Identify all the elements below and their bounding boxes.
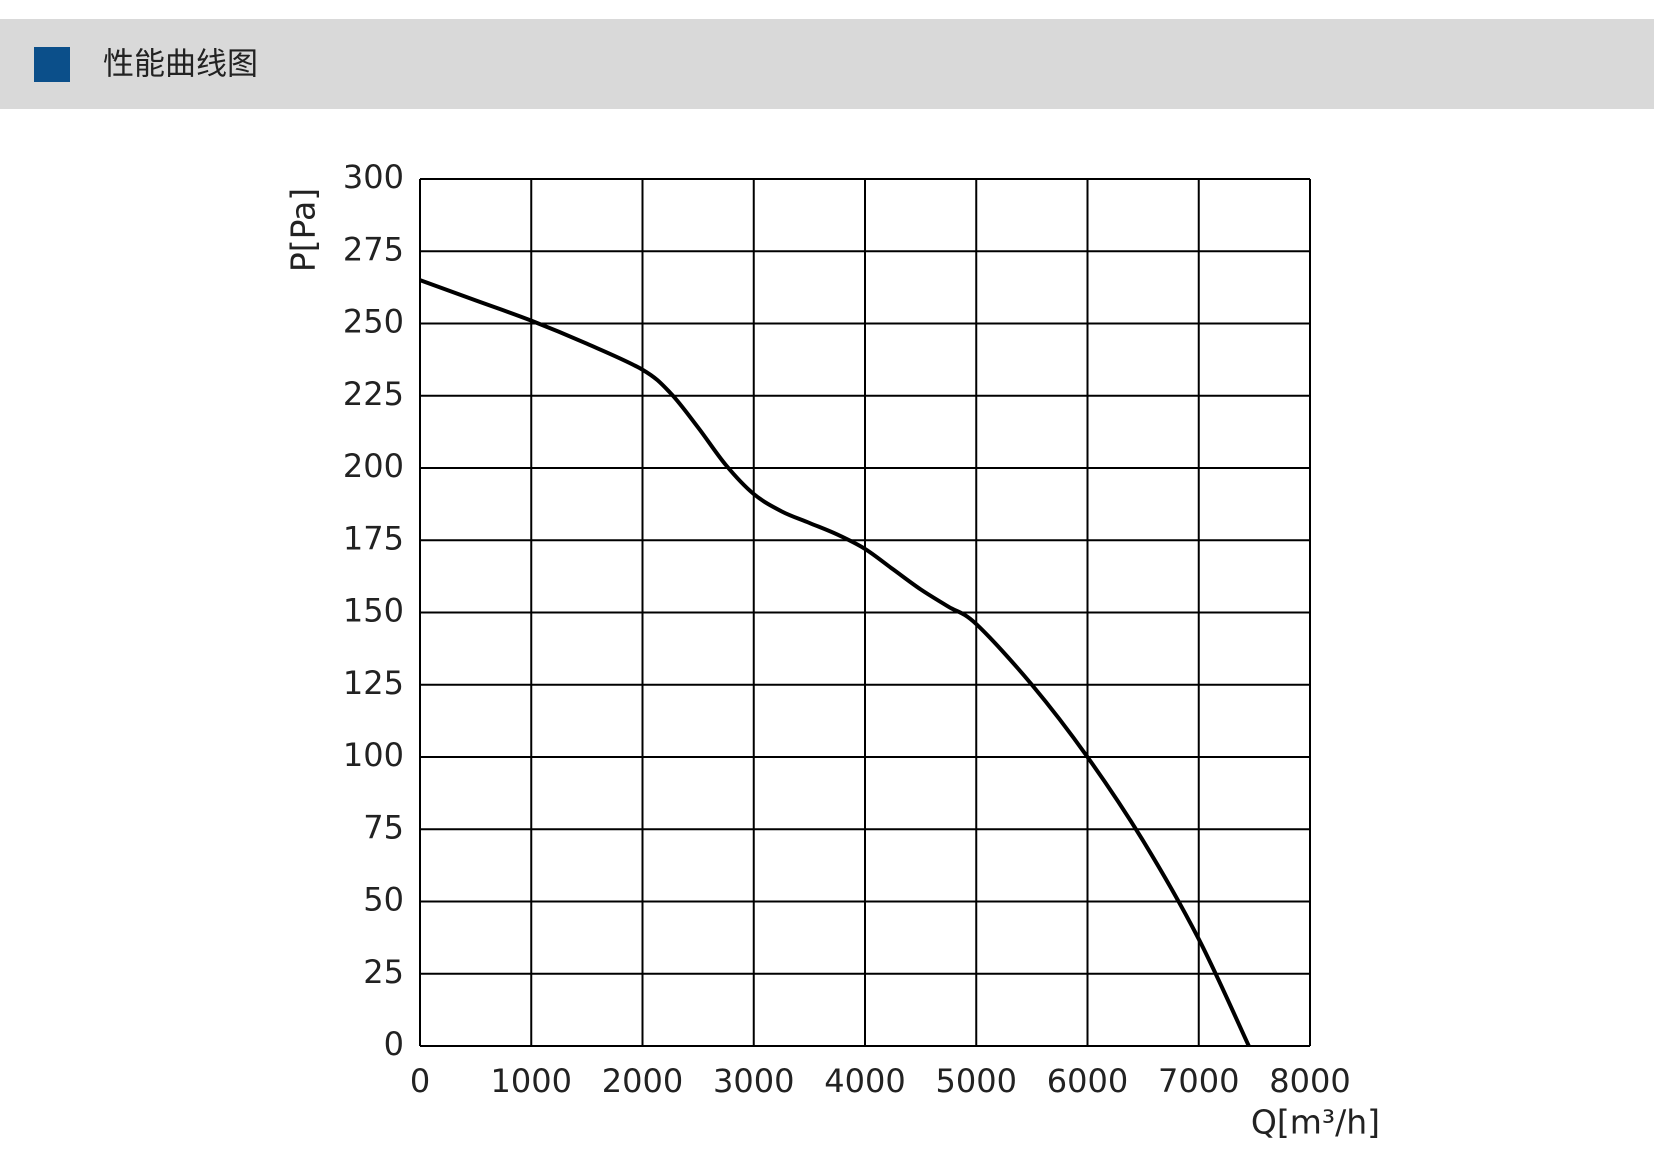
y-tick-label: 250	[343, 303, 404, 341]
y-tick-label: 0	[384, 1025, 404, 1063]
y-axis-label: P[Pa]	[284, 188, 323, 272]
header-icon	[34, 47, 70, 82]
y-tick-label: 25	[363, 953, 404, 991]
x-tick-label: 1000	[491, 1062, 572, 1100]
y-tick-label: 75	[363, 808, 404, 846]
y-tick-label: 175	[343, 519, 404, 557]
x-tick-label: 8000	[1269, 1062, 1350, 1100]
x-tick-label: 7000	[1158, 1062, 1239, 1100]
y-tick-label: 125	[343, 664, 404, 702]
chart-title: 性能曲线图	[103, 47, 258, 83]
header-band	[0, 19, 1654, 109]
x-tick-label: 4000	[824, 1062, 905, 1100]
x-tick-label: 2000	[602, 1062, 683, 1100]
x-tick-label: 5000	[936, 1062, 1017, 1100]
y-tick-label: 150	[343, 592, 404, 630]
y-tick-label: 200	[343, 447, 404, 485]
x-tick-label: 6000	[1047, 1062, 1128, 1100]
y-tick-label: 225	[343, 375, 404, 413]
y-tick-label: 50	[363, 881, 404, 919]
x-axis-label: Q[m³/h]	[1251, 1103, 1380, 1142]
x-tick-label: 3000	[713, 1062, 794, 1100]
y-tick-label: 100	[343, 736, 404, 774]
y-tick-label: 300	[343, 158, 404, 196]
curve	[419, 278, 1251, 1047]
y-tick-label: 275	[343, 230, 404, 268]
x-tick-label: 0	[410, 1062, 430, 1100]
